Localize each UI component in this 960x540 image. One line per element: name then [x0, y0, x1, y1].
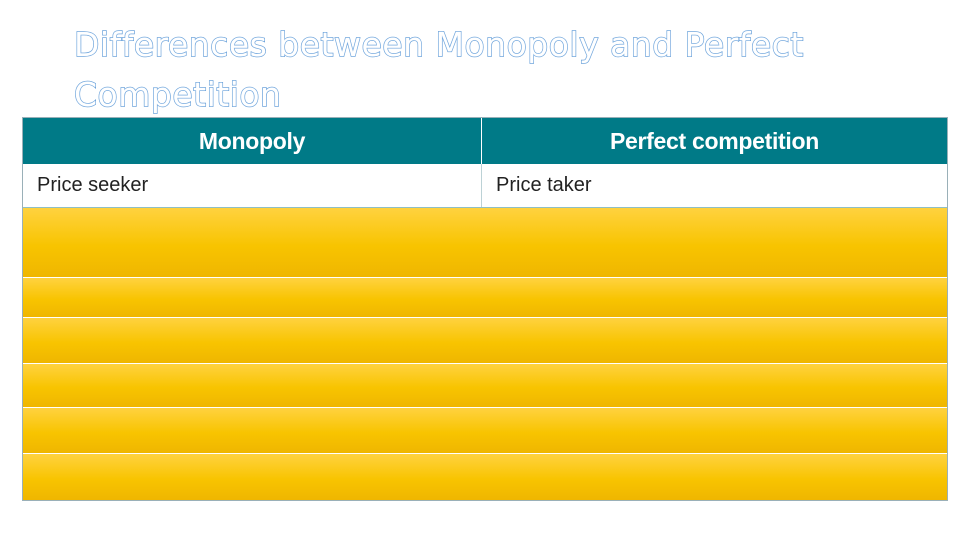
header-perfect-competition: Perfect competition [609, 127, 819, 154]
hidden-row-cover[interactable] [23, 208, 947, 278]
hidden-row-cover[interactable] [23, 364, 947, 408]
hidden-row-cover[interactable] [23, 454, 947, 500]
slide-title: Differences between Monopoly and Perfect… [73, 24, 804, 115]
table-header-row: Monopoly Perfect competition [23, 118, 947, 164]
cell-perfect-competition: Price taker [496, 174, 592, 196]
cell-monopoly: Price seeker [23, 164, 482, 207]
header-monopoly: Monopoly [23, 118, 482, 164]
hidden-row-cover[interactable] [23, 278, 947, 318]
hidden-row-cover[interactable] [23, 318, 947, 364]
hidden-row-cover[interactable] [23, 408, 947, 454]
comparison-table: Monopoly Perfect competition Price seeke… [22, 117, 948, 501]
table-row: Price seeker Price taker [23, 164, 947, 208]
